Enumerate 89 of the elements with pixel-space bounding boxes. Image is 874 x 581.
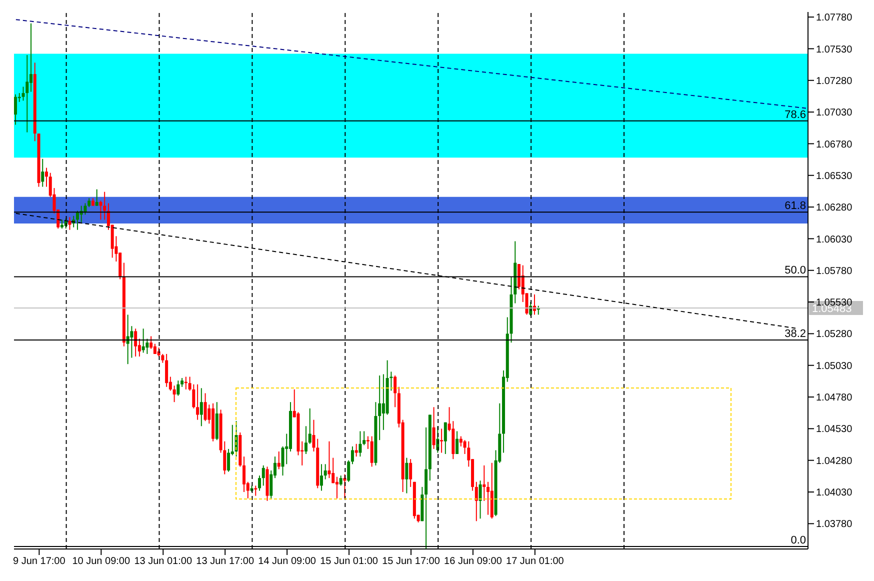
candlestick	[44, 167, 48, 188]
candlestick	[474, 481, 478, 522]
candlestick	[14, 94, 17, 126]
y-tick-label: 1.07280	[816, 76, 853, 87]
candlestick	[304, 426, 308, 455]
candlestick	[409, 458, 412, 488]
candlestick	[378, 374, 382, 441]
x-tick-label: 13 Jun 17:00	[196, 556, 254, 568]
candlestick	[200, 388, 203, 427]
candlestick	[41, 158, 44, 188]
candlestick	[142, 328, 145, 354]
y-tick-label: 1.05030	[816, 360, 853, 372]
candlestick	[277, 450, 280, 470]
candlestick	[459, 436, 462, 447]
candlestick	[482, 464, 486, 502]
y-tick-label: 1.07530	[816, 44, 853, 56]
y-tick-label: 1.06530	[816, 170, 853, 182]
candlestick	[227, 448, 230, 472]
candlestick	[22, 86, 25, 102]
x-tick-label: 15 Jun 17:00	[382, 556, 440, 568]
candlestick	[204, 392, 207, 422]
candlestick	[134, 328, 138, 357]
x-tick-label: 15 Jun 01:00	[320, 556, 378, 568]
candlestick	[258, 475, 262, 492]
candlestick	[456, 430, 459, 455]
candlestick	[172, 385, 176, 403]
y-tick-label: 1.05780	[816, 266, 853, 277]
ref-line-label: 1.05483	[812, 302, 852, 315]
candlestick	[339, 475, 342, 486]
candlestick	[103, 191, 106, 220]
candlestick	[254, 485, 258, 496]
y-tick-label: 1.03780	[816, 519, 853, 530]
annotation: 0.0	[790, 534, 806, 546]
candlestick	[350, 446, 354, 465]
y-tick-label: 1.07030	[816, 108, 853, 119]
y-tick-label: 1.04530	[816, 424, 853, 436]
y-tick-label: 1.06030	[816, 234, 853, 246]
annotation: 50.0	[784, 264, 806, 277]
candlestick	[440, 428, 444, 454]
y-tick-label: 1.05280	[816, 329, 853, 340]
candlestick	[358, 430, 362, 458]
x-tick-label: 17 Jun 01:00	[506, 556, 564, 568]
x-tick-label: 14 Jun 09:00	[258, 556, 316, 568]
candlestick	[308, 408, 312, 444]
candlestick	[26, 54, 29, 133]
x-tick-label: 13 Jun 01:00	[134, 556, 192, 568]
candlestick	[444, 422, 447, 455]
candlestick	[332, 457, 335, 484]
candlestick	[76, 210, 79, 230]
candlestick	[394, 374, 397, 408]
candlestick	[335, 476, 338, 499]
candlestick	[382, 374, 385, 430]
annotation: 38.2	[784, 328, 806, 340]
candlestick	[405, 457, 408, 494]
x-tick-label: 9 Jun 17:00	[13, 556, 66, 568]
candlestick	[262, 464, 265, 486]
y-tick-label: 1.04030	[816, 488, 853, 499]
candlestick	[281, 446, 284, 476]
candlestick	[354, 443, 358, 458]
y-tick-label: 1.07780	[816, 12, 853, 24]
x-tick-label: 16 Jun 09:00	[444, 556, 502, 568]
candlestick	[29, 22, 32, 92]
candlestick	[347, 460, 350, 482]
annotation: 61.8	[784, 200, 806, 212]
y-tick-label: 1.06780	[816, 139, 853, 150]
candlestick	[153, 343, 156, 354]
y-tick-label: 1.04780	[816, 392, 853, 404]
x-tick-label: 10 Jun 09:00	[72, 556, 130, 568]
candlestick	[99, 200, 102, 220]
candlestick	[68, 216, 72, 230]
candlestick	[486, 481, 490, 516]
candlestick	[126, 314, 130, 365]
candlestick	[370, 436, 374, 468]
candlestick	[196, 384, 200, 420]
candlestick	[242, 456, 246, 493]
candlestick	[432, 406, 436, 450]
candlestick	[324, 464, 327, 480]
candlestick	[312, 419, 316, 452]
y-tick-label: 1.06280	[816, 202, 853, 214]
candlestick	[362, 430, 366, 446]
annotation: 78.6	[784, 108, 806, 121]
candlestick	[478, 480, 482, 520]
candlestick	[95, 188, 98, 206]
candlestick	[328, 440, 331, 479]
candlestick	[366, 436, 370, 450]
candlestick	[165, 353, 168, 388]
candlestick	[176, 380, 180, 396]
candlestick	[320, 464, 323, 492]
y-tick-label: 1.04280	[816, 456, 853, 467]
